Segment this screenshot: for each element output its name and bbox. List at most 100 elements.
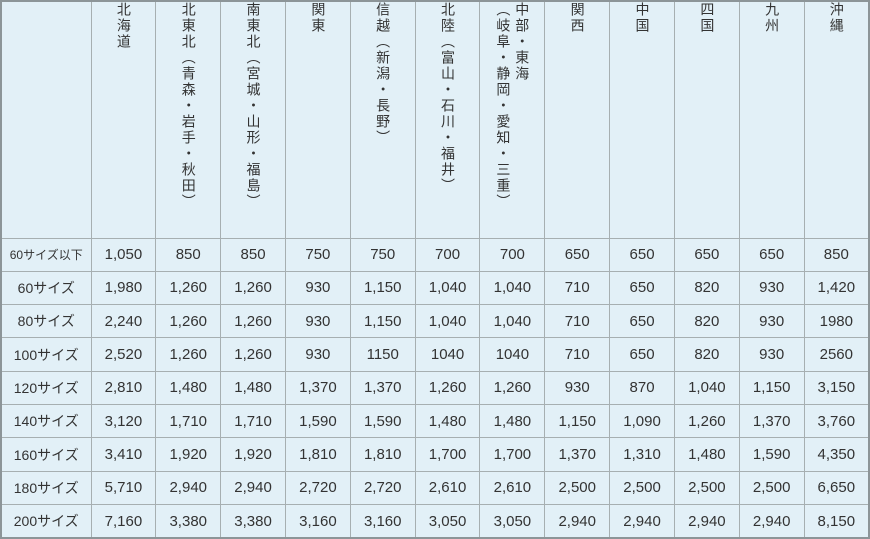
rate-cell: 650 xyxy=(609,270,675,306)
rate-cell: 1,590 xyxy=(738,437,805,472)
size-row-header: 60サイズ以下 xyxy=(0,237,92,272)
rate-cell: 4,350 xyxy=(803,437,870,472)
size-row-header: 120サイズ xyxy=(0,370,92,406)
rate-cell: 3,410 xyxy=(90,437,157,472)
region-column-label: 沖縄 xyxy=(828,2,845,34)
rate-cell: 930 xyxy=(284,304,351,339)
rate-cell: 1,370 xyxy=(738,404,805,439)
rate-cell: 5,710 xyxy=(90,470,157,506)
region-column-header: 関西 xyxy=(544,0,611,239)
rate-cell: 2,500 xyxy=(738,470,805,506)
header-row: 北海道 北東北（青森・岩手・秋田） 南東北（宮城・山形・福島） 関東 信越（新潟・長野）… xyxy=(0,0,870,239)
rate-cell: 2,240 xyxy=(90,304,157,339)
table-row: 60サイズ 1,980 1,260 1,260 930 1,150 1,040 1,040 71… xyxy=(0,270,870,306)
rate-cell: 1,480 xyxy=(220,370,286,406)
table-row: 120サイズ 2,810 1,480 1,480 1,370 1,370 1,260 1,26… xyxy=(0,370,870,406)
region-column-header: 信越（新潟・長野） xyxy=(349,0,416,239)
rate-cell: 1,150 xyxy=(738,370,805,406)
rate-cell: 1040 xyxy=(414,337,481,372)
region-column-header: 北東北（青森・岩手・秋田） xyxy=(155,0,222,239)
size-row-header: 60サイズ xyxy=(0,270,92,306)
rate-cell: 1,260 xyxy=(414,370,481,406)
rate-cell: 1,480 xyxy=(155,370,222,406)
rate-cell: 1,040 xyxy=(414,270,481,306)
rate-cell: 1,260 xyxy=(673,404,740,439)
rate-cell: 2560 xyxy=(803,337,870,372)
rate-cell: 3,160 xyxy=(349,504,416,539)
rate-cell: 820 xyxy=(673,270,740,306)
region-column-header: 関東 xyxy=(284,0,351,239)
rate-cell: 2,940 xyxy=(738,504,805,539)
rate-cell: 2,720 xyxy=(284,470,351,506)
rate-cell: 2,610 xyxy=(479,470,546,506)
rate-cell: 3,380 xyxy=(155,504,222,539)
rate-cell: 1,480 xyxy=(479,404,546,439)
rate-cell: 2,500 xyxy=(609,470,675,506)
region-column-label: 関西 xyxy=(569,2,586,34)
rate-cell: 1,480 xyxy=(414,404,481,439)
table-row: 100サイズ 2,520 1,260 1,260 930 1150 1040 1040 710 6… xyxy=(0,337,870,372)
rate-cell: 700 xyxy=(414,237,481,272)
rate-cell: 1,980 xyxy=(90,270,157,306)
region-column-label: 関東 xyxy=(310,2,327,34)
rate-cell: 2,940 xyxy=(220,470,286,506)
rate-cell: 1,590 xyxy=(284,404,351,439)
rate-cell: 1,040 xyxy=(479,270,546,306)
table-body: 60サイズ以下 1,050 850 850 750 750 700 700 650 650 650 6… xyxy=(0,237,870,539)
rate-cell: 650 xyxy=(673,237,740,272)
rate-cell: 2,940 xyxy=(609,504,675,539)
rate-cell: 930 xyxy=(738,270,805,306)
rate-cell: 710 xyxy=(544,270,611,306)
rate-cell: 6,650 xyxy=(803,470,870,506)
rate-cell: 1,810 xyxy=(284,437,351,472)
rate-cell: 850 xyxy=(155,237,222,272)
rate-cell: 1,370 xyxy=(544,437,611,472)
rate-cell: 870 xyxy=(609,370,675,406)
rate-cell: 2,500 xyxy=(673,470,740,506)
rate-cell: 1,420 xyxy=(803,270,870,306)
rate-cell: 710 xyxy=(544,337,611,372)
rate-cell: 700 xyxy=(479,237,546,272)
rate-cell: 1,700 xyxy=(414,437,481,472)
rate-cell: 1,050 xyxy=(90,237,157,272)
rate-cell: 650 xyxy=(738,237,805,272)
table-header: 北海道 北東北（青森・岩手・秋田） 南東北（宮城・山形・福島） 関東 信越（新潟・長野）… xyxy=(0,0,870,239)
table-row: 60サイズ以下 1,050 850 850 750 750 700 700 650 650 650 6… xyxy=(0,237,870,272)
rate-cell: 8,150 xyxy=(803,504,870,539)
table-row: 140サイズ 3,120 1,710 1,710 1,590 1,590 1,480 1,48… xyxy=(0,404,870,439)
rate-cell: 1,040 xyxy=(673,370,740,406)
rate-cell: 3,380 xyxy=(220,504,286,539)
rate-cell: 820 xyxy=(673,337,740,372)
rate-cell: 1,260 xyxy=(479,370,546,406)
table-row: 160サイズ 3,410 1,920 1,920 1,810 1,810 1,700 1,70… xyxy=(0,437,870,472)
rate-cell: 1,150 xyxy=(349,270,416,306)
rate-cell: 2,500 xyxy=(544,470,611,506)
rate-cell: 2,610 xyxy=(414,470,481,506)
size-row-header: 140サイズ xyxy=(0,404,92,439)
rate-cell: 1,480 xyxy=(673,437,740,472)
rate-cell: 1,260 xyxy=(155,304,222,339)
table-row: 80サイズ 2,240 1,260 1,260 930 1,150 1,040 1,040 71… xyxy=(0,304,870,339)
rate-cell: 1,920 xyxy=(220,437,286,472)
region-column-label: 中国 xyxy=(634,2,651,34)
region-column-label: 四国 xyxy=(699,2,716,34)
size-row-header: 200サイズ xyxy=(0,504,92,539)
size-row-header: 80サイズ xyxy=(0,304,92,339)
region-column-header: 北海道 xyxy=(90,0,157,239)
rate-cell: 650 xyxy=(544,237,611,272)
rate-cell: 1150 xyxy=(349,337,416,372)
rate-cell: 930 xyxy=(738,304,805,339)
region-column-header: 北陸（富山・石川・福井） xyxy=(414,0,481,239)
rate-cell: 1,260 xyxy=(155,337,222,372)
size-row-header: 100サイズ xyxy=(0,337,92,372)
rate-cell: 7,160 xyxy=(90,504,157,539)
size-row-header: 180サイズ xyxy=(0,470,92,506)
rate-cell: 2,520 xyxy=(90,337,157,372)
rate-cell: 850 xyxy=(803,237,870,272)
region-column-header: 中国 xyxy=(609,0,675,239)
region-column-label: 信越（新潟・長野） xyxy=(375,2,392,146)
size-row-header: 160サイズ xyxy=(0,437,92,472)
rate-cell: 1040 xyxy=(479,337,546,372)
